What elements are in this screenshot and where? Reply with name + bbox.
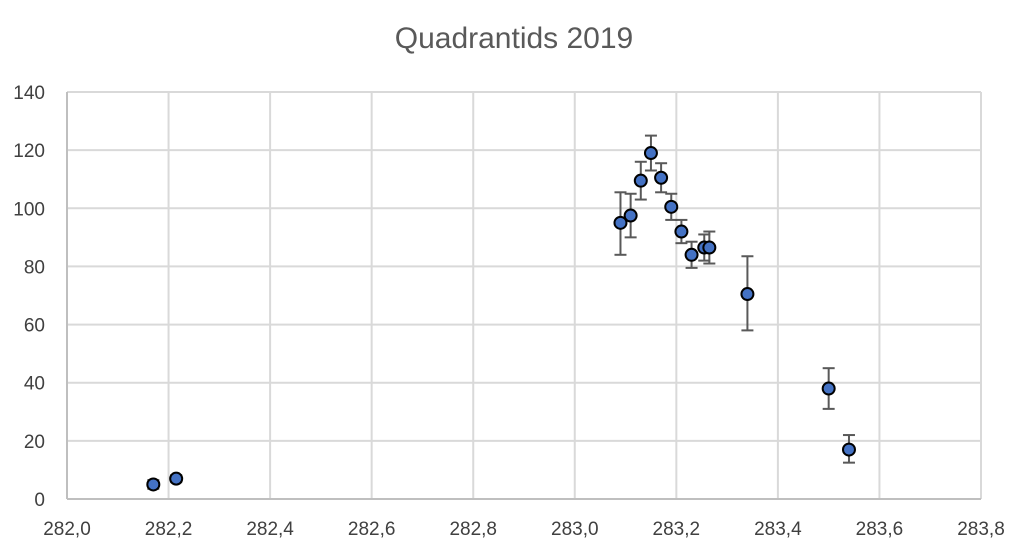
x-tick-label: 282,2 — [145, 519, 193, 540]
x-tick-label: 282,0 — [43, 519, 91, 540]
data-point — [623, 208, 638, 223]
x-tick-label: 282,8 — [449, 519, 497, 540]
axes — [66, 92, 981, 500]
data-point — [841, 442, 856, 457]
y-tick-label: 20 — [24, 432, 45, 453]
x-tick-label: 282,4 — [246, 519, 294, 540]
tick-labels: 282,0 282,2 282,4 282,6 282,8 283,0 283,2 283,4… — [13, 83, 1004, 540]
y-tick-label: 40 — [24, 374, 45, 395]
x-tick-label: 282,6 — [348, 519, 396, 540]
y-tick-label: 100 — [13, 199, 45, 220]
data-point — [702, 240, 717, 255]
error-bars — [147, 134, 855, 490]
data-points — [146, 146, 856, 492]
data-point — [146, 477, 161, 492]
y-tick-label: 120 — [13, 141, 45, 162]
data-point — [674, 224, 689, 239]
data-point — [643, 146, 658, 161]
x-tick-label: 283,4 — [754, 519, 802, 540]
data-point — [684, 247, 699, 262]
data-point — [664, 199, 679, 214]
y-tick-label: 140 — [13, 83, 45, 104]
data-point — [169, 471, 184, 486]
data-point — [654, 170, 669, 185]
x-tick-label: 283,0 — [551, 519, 599, 540]
y-tick-label: 0 — [34, 490, 45, 511]
data-point — [821, 381, 836, 396]
x-tick-label: 283,8 — [957, 519, 1005, 540]
x-tick-label: 283,2 — [653, 519, 701, 540]
x-tick-label: 283,6 — [856, 519, 904, 540]
data-point — [633, 173, 648, 188]
gridlines — [67, 91, 982, 499]
data-point — [740, 287, 755, 302]
chart-title: Quadrantids 2019 — [395, 22, 634, 55]
y-tick-label: 60 — [24, 316, 45, 337]
data-point — [613, 215, 628, 230]
y-tick-label: 80 — [24, 257, 45, 278]
